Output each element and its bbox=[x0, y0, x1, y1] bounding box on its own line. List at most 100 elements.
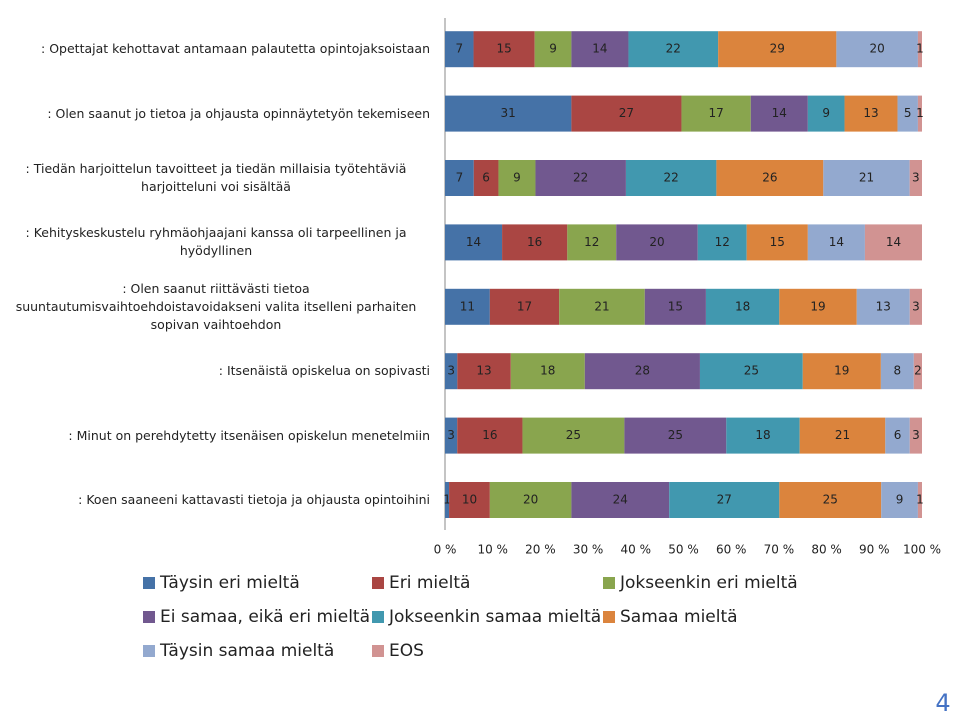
value-label: 17 bbox=[708, 106, 723, 120]
x-tick-label: 60 % bbox=[716, 543, 747, 557]
x-tick-label: 50 % bbox=[668, 543, 699, 557]
bar-segment bbox=[445, 482, 450, 518]
bar-segment bbox=[864, 224, 922, 261]
value-label: 18 bbox=[540, 364, 555, 378]
bar-segment bbox=[473, 160, 499, 196]
legend-swatch bbox=[143, 577, 155, 589]
value-label: 1 bbox=[916, 493, 924, 507]
category-label: : Itsenäistä opiskelua on sopivasti bbox=[0, 362, 430, 380]
bar-segment bbox=[669, 482, 780, 518]
value-label: 19 bbox=[810, 299, 825, 313]
legend-swatch bbox=[372, 611, 384, 623]
value-label: 21 bbox=[835, 428, 850, 442]
bar-segment bbox=[489, 288, 560, 325]
bar-segment bbox=[445, 95, 572, 132]
legend-label: Ei samaa, eikä eri mieltä bbox=[160, 607, 370, 627]
bar-segment bbox=[726, 417, 800, 454]
legend-label: EOS bbox=[389, 641, 424, 661]
value-label: 25 bbox=[744, 364, 759, 378]
bar-segment bbox=[559, 288, 645, 325]
value-label: 11 bbox=[460, 299, 475, 313]
bar-segment bbox=[489, 482, 572, 518]
value-label: 8 bbox=[894, 364, 902, 378]
bar-segment bbox=[856, 288, 910, 325]
value-label: 31 bbox=[501, 106, 516, 120]
bar-segment bbox=[909, 160, 922, 196]
bar-segment bbox=[567, 224, 617, 261]
value-label: 18 bbox=[735, 299, 750, 313]
bar-segment bbox=[584, 353, 700, 390]
value-label: 22 bbox=[666, 42, 681, 56]
x-tick-label: 80 % bbox=[811, 543, 842, 557]
bar-segment bbox=[917, 482, 922, 518]
bar-segment bbox=[885, 417, 910, 454]
value-label: 6 bbox=[894, 428, 902, 442]
bar-segment bbox=[457, 353, 511, 390]
value-label: 2 bbox=[914, 364, 922, 378]
value-label: 1 bbox=[916, 42, 924, 56]
bar-segment bbox=[571, 31, 629, 68]
category-label: : Tiedän harjoittelun tavoitteet ja tied… bbox=[0, 160, 430, 196]
value-label: 3 bbox=[912, 299, 920, 313]
value-label: 25 bbox=[668, 428, 683, 442]
value-label: 25 bbox=[566, 428, 581, 442]
x-tick-label: 20 % bbox=[525, 543, 556, 557]
value-label: 13 bbox=[476, 364, 491, 378]
bar-segment bbox=[625, 160, 717, 196]
value-label: 13 bbox=[863, 106, 878, 120]
bar-segment bbox=[779, 482, 882, 518]
value-label: 27 bbox=[619, 106, 634, 120]
bar-segment bbox=[881, 482, 918, 518]
category-text: : Tiedän harjoittelun tavoitteet ja tied… bbox=[25, 161, 407, 194]
bar-segment bbox=[522, 417, 625, 454]
value-label: 21 bbox=[594, 299, 609, 313]
value-label: 28 bbox=[635, 364, 650, 378]
value-label: 1 bbox=[443, 493, 451, 507]
legend-swatch bbox=[603, 611, 615, 623]
value-label: 14 bbox=[466, 235, 481, 249]
x-tick-label: 10 % bbox=[477, 543, 508, 557]
value-label: 22 bbox=[573, 171, 588, 185]
bar-segment bbox=[836, 31, 918, 68]
value-label: 15 bbox=[770, 235, 785, 249]
bar-segment bbox=[502, 224, 568, 261]
value-label: 3 bbox=[912, 171, 920, 185]
value-label: 20 bbox=[523, 493, 538, 507]
bar-segment bbox=[909, 288, 922, 325]
bar-segment bbox=[445, 353, 458, 390]
bar-segment bbox=[705, 288, 780, 325]
category-text: : Olen saanut jo tietoa ja ohjausta opin… bbox=[47, 105, 430, 121]
legend-swatch bbox=[143, 611, 155, 623]
bar-segment bbox=[445, 288, 490, 325]
category-label: : Koen saaneeni kattavasti tietoja ja oh… bbox=[0, 491, 430, 509]
value-label: 18 bbox=[755, 428, 770, 442]
bar-segment bbox=[510, 353, 585, 390]
value-label: 14 bbox=[592, 42, 607, 56]
bar-segment bbox=[681, 95, 751, 132]
bar-segment bbox=[616, 224, 698, 261]
value-label: 5 bbox=[904, 106, 912, 120]
bar-segment bbox=[628, 31, 719, 68]
value-label: 1 bbox=[916, 106, 924, 120]
value-label: 16 bbox=[482, 428, 497, 442]
value-label: 17 bbox=[517, 299, 532, 313]
value-label: 9 bbox=[822, 106, 830, 120]
value-label: 13 bbox=[876, 299, 891, 313]
value-label: 3 bbox=[912, 428, 920, 442]
bar-segment bbox=[802, 353, 881, 390]
bar-segment bbox=[779, 288, 857, 325]
value-label: 20 bbox=[649, 235, 664, 249]
value-label: 10 bbox=[462, 493, 477, 507]
legend-label: Täysin eri mieltä bbox=[159, 573, 300, 593]
bar-segment bbox=[473, 31, 535, 68]
bar-segment bbox=[699, 353, 803, 390]
category-label: : Minut on perehdytetty itsenäisen opisk… bbox=[0, 427, 430, 445]
value-label: 3 bbox=[447, 428, 455, 442]
legend-label: Jokseenkin eri mieltä bbox=[619, 573, 798, 593]
value-label: 19 bbox=[834, 364, 849, 378]
value-label: 6 bbox=[482, 171, 490, 185]
legend-label: Samaa mieltä bbox=[620, 607, 738, 627]
value-label: 26 bbox=[762, 171, 777, 185]
bar-segment bbox=[498, 160, 536, 196]
